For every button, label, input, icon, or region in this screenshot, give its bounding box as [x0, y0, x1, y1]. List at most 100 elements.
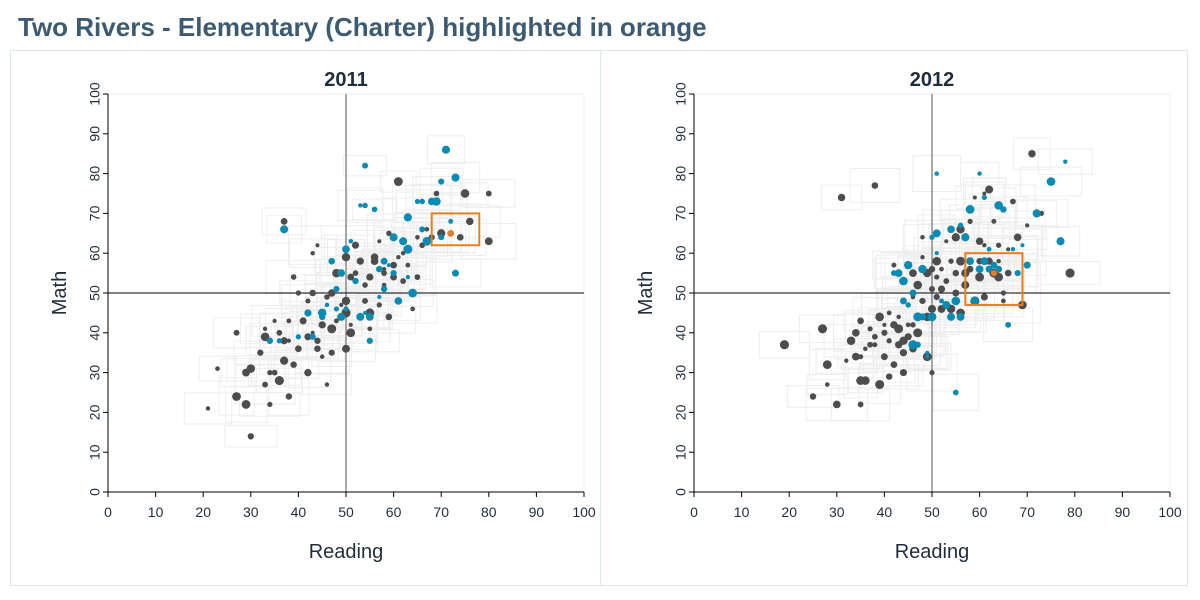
charter-school-point [965, 205, 975, 214]
other-school-point [484, 237, 493, 246]
other-school-point [972, 195, 977, 200]
other-school-point [951, 233, 960, 242]
charter-school-point [390, 269, 397, 277]
charter-school-point [280, 225, 289, 234]
other-school-point [341, 252, 351, 262]
charter-school-point [986, 246, 992, 252]
charter-school-point [337, 312, 346, 321]
other-school-point [233, 329, 240, 336]
uncertainty-box [1008, 254, 1047, 276]
other-school-point [290, 361, 297, 368]
charter-school-point [377, 294, 382, 300]
other-school-point [904, 333, 912, 341]
x-tick-label: 80 [1067, 504, 1083, 520]
uncertainty-box [419, 167, 464, 196]
x-tick-label: 20 [195, 504, 211, 520]
other-school-point [871, 182, 879, 189]
x-tick-label: 60 [386, 504, 402, 520]
charter-school-point [432, 197, 441, 206]
highlighted-school-point [447, 230, 454, 237]
other-school-point [386, 230, 392, 236]
other-school-point [956, 256, 965, 266]
other-school-point [1001, 298, 1006, 304]
uncertainty-box [820, 184, 863, 211]
uncertainty-box [913, 237, 960, 270]
y-tick-label: 10 [673, 444, 689, 460]
other-school-point [295, 290, 302, 296]
charter-school-point [365, 313, 374, 321]
other-school-point [899, 369, 907, 377]
charter-school-point [438, 234, 445, 241]
other-school-point [858, 354, 864, 360]
y-tick-label: 30 [87, 365, 103, 381]
uncertainty-box [971, 177, 1007, 202]
other-school-point [822, 360, 832, 370]
uncertainty-box [224, 425, 278, 448]
other-school-point [315, 243, 320, 248]
other-school-point [290, 274, 297, 280]
charter-school-point [918, 313, 926, 321]
y-tick-label: 20 [673, 404, 689, 420]
highlight-range-box [964, 252, 1024, 306]
other-school-point [280, 356, 289, 365]
charter-school-point [905, 302, 911, 308]
uncertainty-box [808, 349, 846, 381]
other-school-point [346, 328, 356, 338]
other-school-point [929, 370, 935, 376]
other-school-point [920, 235, 925, 240]
x-tick-label: 50 [924, 504, 940, 520]
x-tick-label: 60 [972, 504, 988, 520]
other-school-point [424, 227, 430, 232]
other-school-point [857, 317, 864, 325]
other-school-point [966, 265, 974, 273]
other-school-point [967, 218, 973, 224]
y-tick-label: 10 [87, 444, 103, 460]
uncertainty-box [907, 344, 947, 369]
x-tick-label: 100 [1158, 504, 1182, 520]
other-school-point [396, 254, 401, 260]
other-school-point [863, 346, 868, 351]
other-school-point [305, 298, 311, 304]
other-school-point [262, 381, 268, 388]
other-school-point [310, 330, 315, 335]
other-school-point [327, 324, 337, 334]
x-tick-label: 30 [829, 504, 845, 520]
uncertainty-box [363, 253, 424, 293]
other-school-point [205, 406, 211, 411]
uncertainty-box [249, 323, 310, 359]
page-title: Two Rivers - Elementary (Charter) highli… [18, 12, 707, 42]
charter-school-point [1032, 209, 1041, 218]
charter-school-point [348, 238, 354, 244]
y-tick-label: 40 [87, 325, 103, 341]
other-school-point [994, 272, 1003, 282]
charter-school-point [405, 274, 411, 280]
charter-school-point [362, 162, 369, 169]
other-school-point [991, 218, 997, 224]
charter-school-point [448, 218, 454, 224]
charter-school-point [380, 285, 388, 293]
other-school-point [933, 293, 940, 301]
other-school-point [956, 225, 965, 234]
other-school-point [867, 341, 874, 348]
other-school-point [377, 239, 382, 244]
other-school-point [362, 282, 368, 288]
charter-school-point [451, 173, 460, 182]
charter-school-point [934, 251, 939, 256]
other-school-point [982, 243, 987, 248]
other-school-point [415, 234, 420, 240]
uncertainty-box [343, 154, 387, 177]
y-tick-label: 100 [87, 82, 103, 106]
charter-school-point [929, 234, 935, 240]
x-tick-label: 30 [243, 504, 259, 520]
x-tick-label: 0 [690, 504, 698, 520]
x-tick-label: 40 [877, 504, 893, 520]
charter-school-point [951, 296, 961, 306]
uncertainty-box [1037, 148, 1093, 175]
uncertainty-box [979, 196, 1028, 223]
charter-school-point [970, 296, 980, 306]
other-school-point [433, 190, 440, 197]
uncertainty-box [245, 325, 295, 356]
y-tick-label: 80 [87, 166, 103, 182]
other-school-point [304, 368, 312, 377]
uncertainty-box [351, 198, 398, 221]
